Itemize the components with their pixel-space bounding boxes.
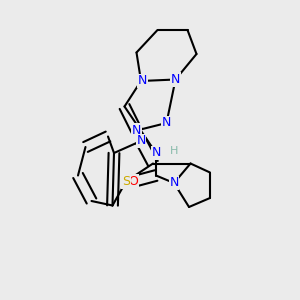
Text: N: N <box>151 146 161 160</box>
Text: O: O <box>129 175 138 188</box>
Text: N: N <box>132 124 141 137</box>
Text: N: N <box>171 73 180 86</box>
Text: H: H <box>169 146 178 157</box>
Text: N: N <box>169 176 179 190</box>
Text: S: S <box>122 175 130 188</box>
Text: N: N <box>138 74 147 88</box>
Text: N: N <box>162 116 171 130</box>
Text: N: N <box>136 134 146 148</box>
